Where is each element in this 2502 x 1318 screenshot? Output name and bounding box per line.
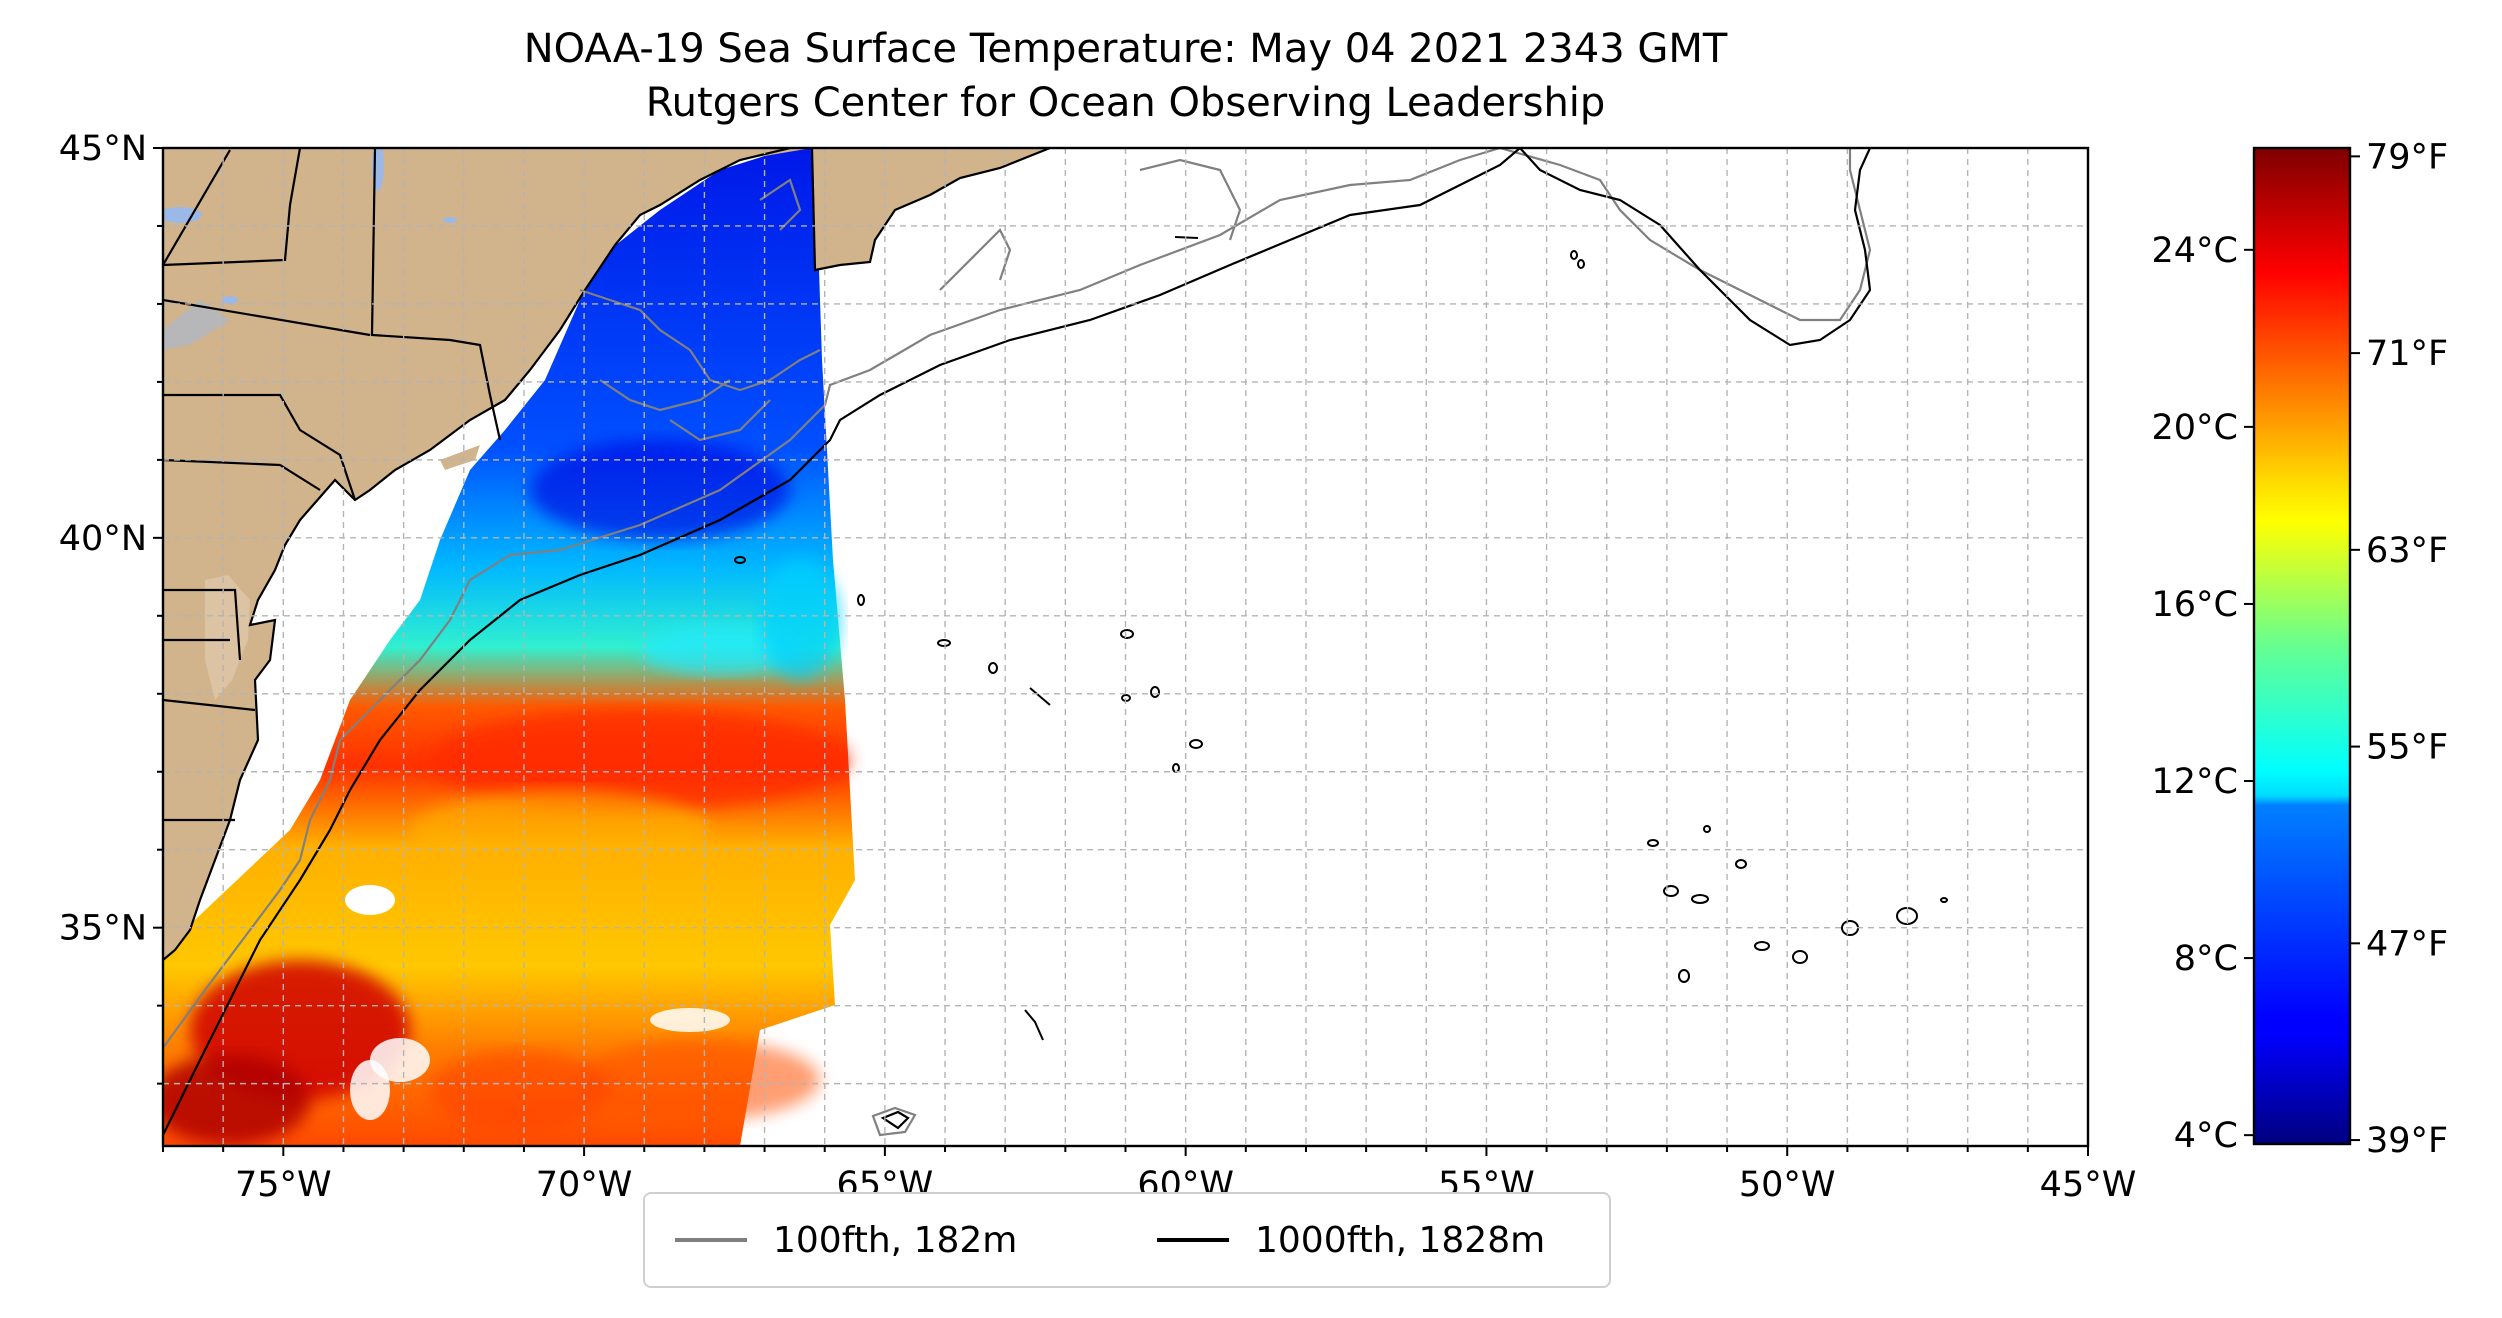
- celsius-tick-label: 12°C: [2152, 762, 2238, 802]
- celsius-tick-label: 8°C: [2174, 939, 2238, 979]
- fahrenheit-tick-label: 47°F: [2366, 924, 2448, 964]
- legend-entry-100fth: 100fth, 182m: [675, 1194, 1017, 1286]
- legend-swatch-black: [1157, 1238, 1229, 1242]
- isobath-100fth: [163, 148, 1872, 1137]
- y-tick-label: 45°N: [59, 129, 147, 169]
- legend-entry-1000fth: 1000fth, 1828m: [1157, 1194, 1545, 1286]
- colorbar-ticks: 4°C 8°C 12°C 16°C 20°C 24°C 39°F 47°F 55°F 63°F 71…: [2152, 137, 2449, 1161]
- coastline-and-borders: [163, 148, 1051, 961]
- x-tick-label: 50°W: [1739, 1165, 1836, 1205]
- celsius-tick-label: 20°C: [2152, 408, 2238, 448]
- fahrenheit-tick-label: 55°F: [2366, 728, 2448, 768]
- map-axes: 75°W 70°W 65°W 60°W 55°W 50°W 45°W45°N40°N35°N: [59, 129, 2137, 1205]
- sst-swath: [163, 148, 855, 1146]
- legend-swatch-gray: [675, 1238, 747, 1242]
- fahrenheit-tick-label: 71°F: [2366, 334, 2448, 374]
- colorbar-gradient: [2254, 148, 2350, 1144]
- isobath-1000fth: [163, 148, 1872, 1136]
- seamounts: [734, 236, 1948, 1041]
- colorbar: 4°C 8°C 12°C 16°C 20°C 24°C 39°F 47°F 55°F 63°F 71…: [2152, 137, 2449, 1161]
- celsius-tick-label: 16°C: [2152, 585, 2238, 625]
- chart-subtitle: Rutgers Center for Ocean Observing Leade…: [645, 80, 1606, 126]
- x-tick-label: 45°W: [2040, 1165, 2137, 1205]
- y-tick-label: 35°N: [59, 909, 147, 949]
- colorbar-frame: [2252, 146, 2352, 1146]
- celsius-tick-label: 4°C: [2174, 1116, 2238, 1156]
- gridlines: [163, 148, 2088, 1146]
- map-content: [163, 148, 2088, 1146]
- legend: 100fth, 182m 1000fth, 1828m: [643, 1192, 1611, 1288]
- chart-title: NOAA-19 Sea Surface Temperature: May 04 …: [523, 26, 1728, 72]
- fahrenheit-tick-label: 79°F: [2366, 137, 2448, 177]
- legend-label: 100fth, 182m: [773, 1219, 1018, 1261]
- fahrenheit-tick-label: 39°F: [2366, 1121, 2448, 1161]
- celsius-tick-label: 24°C: [2152, 231, 2238, 271]
- x-tick-label: 70°W: [536, 1165, 633, 1205]
- land: [163, 148, 1050, 960]
- y-tick-label: 40°N: [59, 519, 147, 559]
- legend-label: 1000fth, 1828m: [1255, 1219, 1546, 1261]
- x-tick-label: 75°W: [235, 1165, 332, 1205]
- fahrenheit-tick-label: 63°F: [2366, 531, 2448, 571]
